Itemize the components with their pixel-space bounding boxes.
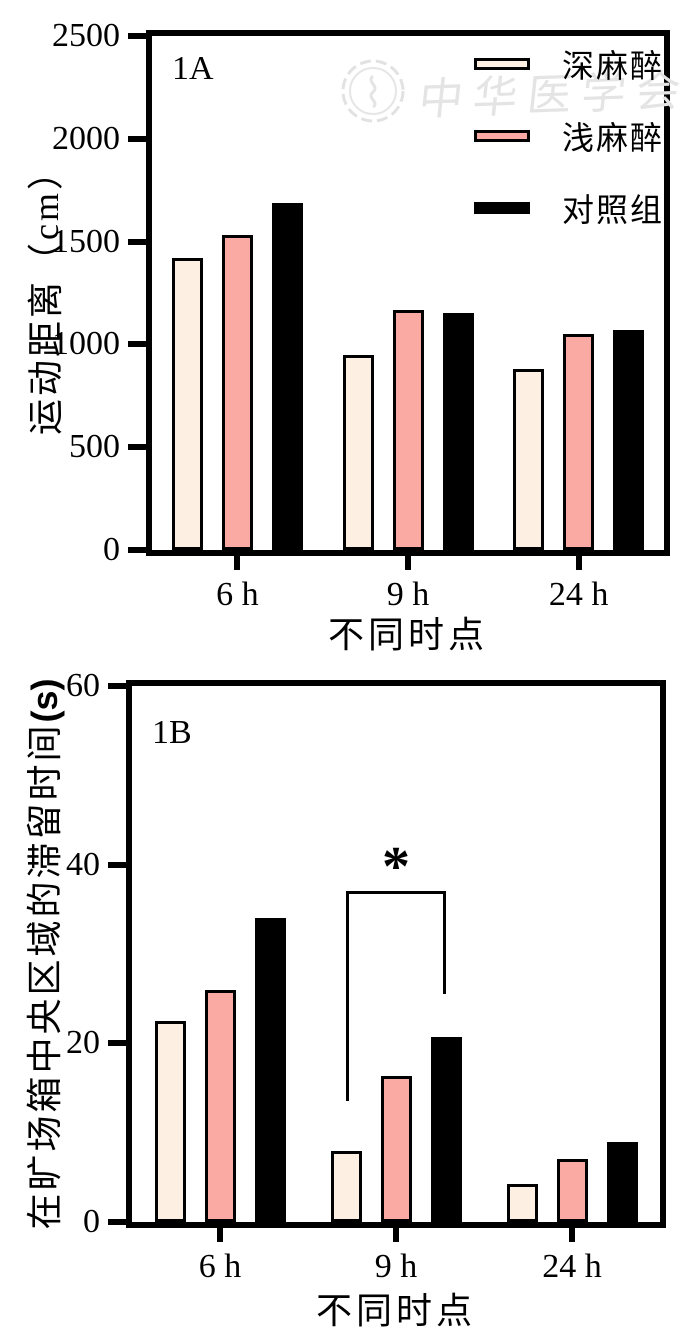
x-tick [405, 550, 411, 570]
bar-deep-24h [506, 1184, 538, 1222]
bar-control-9h [442, 312, 474, 550]
bar-deep-9h [330, 1150, 362, 1222]
chart-1b-plot-area: 1B 0 20 40 60 6 h 9 h 24 h * [66, 667, 666, 1285]
bar-deep-9h [342, 354, 374, 550]
y-tick [128, 341, 146, 348]
y-axis-label-1b: 在旷场箱中央区域的滞留时间(s) [24, 678, 65, 1230]
y-tick-label: 1500 [52, 222, 120, 260]
bar-control-6h [271, 202, 303, 550]
y-tick [128, 238, 146, 245]
watermark-seal-icon [341, 59, 405, 123]
x-tick [234, 550, 241, 570]
x-tick-label: 9 h [386, 576, 430, 613]
bar-light-6h [204, 989, 236, 1222]
y-tick [108, 683, 126, 689]
watermark: 中华医学会 [340, 58, 689, 125]
bar-deep-6h [171, 258, 203, 550]
bar-light-9h [392, 310, 424, 550]
significance-bracket [346, 891, 446, 895]
panel-label-1a: 1A [172, 50, 214, 87]
legend-label-deep: 深麻醉 [562, 48, 665, 84]
bar-control-24h [606, 1141, 638, 1222]
bar-control-6h [254, 918, 286, 1222]
significance-bracket-left-leg [346, 891, 349, 1102]
legend-label-light: 浅麻醉 [562, 120, 665, 156]
legend-item-deep: 深麻醉 [474, 44, 664, 84]
x-tick-label: 24 h [542, 1248, 602, 1285]
significance-bracket-right-leg [443, 891, 446, 995]
y-tick-label: 2000 [52, 119, 120, 157]
x-tick-label: 6 h [216, 576, 259, 613]
x-axis-label-1b: 不同时点 [315, 1291, 476, 1331]
legend-swatch-control-icon [474, 202, 530, 214]
legend-swatch-deep-icon [474, 58, 530, 70]
x-tick [575, 550, 582, 570]
x-tick-label: 9 h [374, 1248, 418, 1285]
legend-swatch-light-icon [474, 130, 530, 142]
y-tick-label: 0 [103, 531, 120, 568]
y-tick-label: 2500 [52, 17, 120, 54]
chart-1a-plot-area: 1A 深麻醉 浅麻醉 对照组 0 500 1000 1500 2000 2500 6 h 9 … [52, 17, 670, 613]
y-tick [128, 444, 146, 451]
y-tick [108, 1040, 126, 1047]
y-tick-label: 40 [66, 845, 100, 883]
bar-deep-6h [154, 1021, 186, 1222]
legend: 深麻醉 浅麻醉 对照组 [474, 44, 664, 260]
legend-item-control: 对照组 [474, 188, 664, 228]
y-tick-label: 500 [69, 428, 120, 466]
y-axis-label-1a: 运动距离（cm） [26, 151, 66, 435]
y-tick [128, 547, 146, 553]
panel-label-1b: 1B [152, 714, 192, 751]
y-tick [108, 861, 126, 868]
significance-star: * [382, 836, 410, 899]
bar-deep-24h [513, 369, 545, 550]
y-tick-label: 60 [66, 667, 100, 704]
bar-light-24h [556, 1159, 588, 1222]
x-tick-label: 24 h [548, 576, 609, 613]
y-tick-label: 0 [83, 1203, 100, 1240]
y-tick [128, 135, 146, 142]
legend-item-light: 浅麻醉 [474, 116, 664, 156]
x-tick [393, 1222, 399, 1242]
y-tick-label: 1000 [52, 325, 120, 363]
x-axis-label-1a: 不同时点 [327, 615, 488, 655]
x-tick-label: 6 h [198, 1248, 242, 1285]
bar-control-24h [613, 330, 645, 550]
bar-light-24h [563, 334, 595, 550]
y-tick-label: 20 [66, 1024, 100, 1062]
bar-light-6h [221, 235, 253, 550]
x-tick [569, 1222, 575, 1242]
legend-label-control: 对照组 [562, 192, 665, 228]
y-tick [128, 33, 146, 39]
bar-control-9h [430, 1037, 462, 1222]
y-tick [108, 1219, 126, 1225]
bar-light-9h [380, 1076, 412, 1222]
x-tick [217, 1222, 223, 1242]
